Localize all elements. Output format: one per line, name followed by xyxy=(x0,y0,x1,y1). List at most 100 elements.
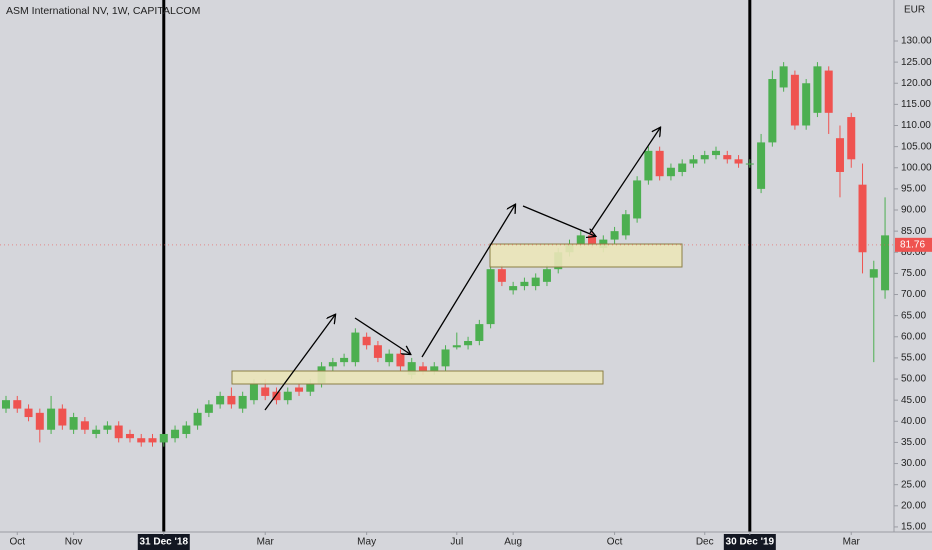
y-tick-label: 30.00 xyxy=(901,458,926,469)
candle-body xyxy=(475,324,484,342)
y-tick-label: 90.00 xyxy=(901,205,926,216)
candle-body xyxy=(103,425,112,430)
candle-body xyxy=(802,83,811,126)
candle-body xyxy=(869,269,878,278)
candle-body xyxy=(35,412,44,430)
candle-body xyxy=(373,345,382,358)
support-zone xyxy=(231,370,604,385)
candle-body xyxy=(768,79,777,143)
candle-body xyxy=(858,184,867,253)
date-label-box xyxy=(723,534,776,550)
arrow xyxy=(522,205,595,236)
candle-body xyxy=(137,438,146,443)
y-tick-label: 25.00 xyxy=(901,479,926,490)
candle-body xyxy=(24,408,33,418)
candle-body xyxy=(283,391,292,401)
y-tick-label: 120.00 xyxy=(901,78,932,89)
candle-body xyxy=(193,412,202,426)
candle-body xyxy=(813,66,822,113)
y-tick-label: 105.00 xyxy=(901,141,932,152)
candle-body xyxy=(610,231,619,240)
candle-body xyxy=(114,425,123,439)
candle-body xyxy=(295,387,304,392)
y-tick-label: 40.00 xyxy=(901,416,926,427)
y-tick-label: 45.00 xyxy=(901,395,926,406)
y-tick-label: 110.00 xyxy=(901,120,931,131)
candle-body xyxy=(824,70,833,113)
candle-body xyxy=(148,438,157,443)
candle-body xyxy=(69,417,78,430)
candle-body xyxy=(689,159,698,164)
last-price-box xyxy=(895,237,932,252)
currency-label: EUR xyxy=(904,5,925,16)
candle-body xyxy=(779,66,788,88)
x-tick-label: Oct xyxy=(607,537,623,548)
candle-body xyxy=(509,286,518,291)
candle-body xyxy=(227,395,236,405)
candle-body xyxy=(666,167,675,177)
candle-body xyxy=(204,404,213,413)
candle-body xyxy=(486,269,495,325)
x-tick-label: Nov xyxy=(65,537,83,548)
candle-body xyxy=(588,235,597,244)
candle-body xyxy=(328,362,337,367)
candle-body xyxy=(745,163,754,165)
candle-body xyxy=(13,400,22,409)
candle-body xyxy=(159,433,168,443)
candle-body xyxy=(340,357,349,363)
x-tick-label: Mar xyxy=(843,537,861,548)
last-price-label: 81.76 xyxy=(900,239,925,250)
y-tick-label: 55.00 xyxy=(901,353,926,364)
candle-body xyxy=(249,383,258,401)
candle-body xyxy=(881,235,890,291)
date-label-box xyxy=(137,534,190,550)
candle-body xyxy=(418,366,427,371)
candle-body xyxy=(182,425,191,434)
candle-body xyxy=(633,180,642,219)
candle-body xyxy=(576,235,585,244)
candle-body xyxy=(351,332,360,363)
candle-body xyxy=(712,150,721,156)
candle-body xyxy=(396,353,405,367)
x-tick-label: May xyxy=(357,537,376,548)
candle-body xyxy=(362,336,371,346)
candle-body xyxy=(80,421,89,430)
arrow xyxy=(264,315,335,411)
y-tick-label: 20.00 xyxy=(901,500,926,511)
candle-body xyxy=(464,341,473,346)
support-zone xyxy=(489,243,683,268)
x-tick-label: Mar xyxy=(257,537,275,548)
arrow xyxy=(589,128,660,234)
x-tick-label: 31 Dec '18 xyxy=(140,537,189,548)
x-tick-label: Dec xyxy=(696,537,714,548)
y-tick-label: 130.00 xyxy=(901,36,932,47)
y-tick-label: 100.00 xyxy=(901,162,932,173)
candle-body xyxy=(272,391,281,401)
candle-body xyxy=(497,269,506,282)
candle-body xyxy=(621,214,630,236)
candle-body xyxy=(171,429,180,439)
candle-body xyxy=(835,138,844,172)
x-tick-label: 30 Dec '19 xyxy=(726,537,775,548)
candle-body xyxy=(430,366,439,371)
candle-body xyxy=(700,155,709,160)
y-tick-label: 35.00 xyxy=(901,437,926,448)
candle-body xyxy=(531,277,540,287)
y-tick-label: 70.00 xyxy=(901,289,926,300)
arrow xyxy=(421,205,515,358)
candle-body xyxy=(441,349,450,367)
candle-body xyxy=(678,163,687,172)
x-tick-label: Oct xyxy=(9,537,25,548)
plot xyxy=(2,0,890,532)
arrow xyxy=(354,317,410,354)
x-tick-label: Aug xyxy=(504,537,522,548)
y-tick-label: 65.00 xyxy=(901,310,926,321)
y-tick-label: 80.00 xyxy=(901,247,926,258)
candle-body xyxy=(655,150,664,177)
y-tick-label: 15.00 xyxy=(901,522,926,533)
candle-body xyxy=(723,155,732,160)
candle-body xyxy=(47,408,56,430)
